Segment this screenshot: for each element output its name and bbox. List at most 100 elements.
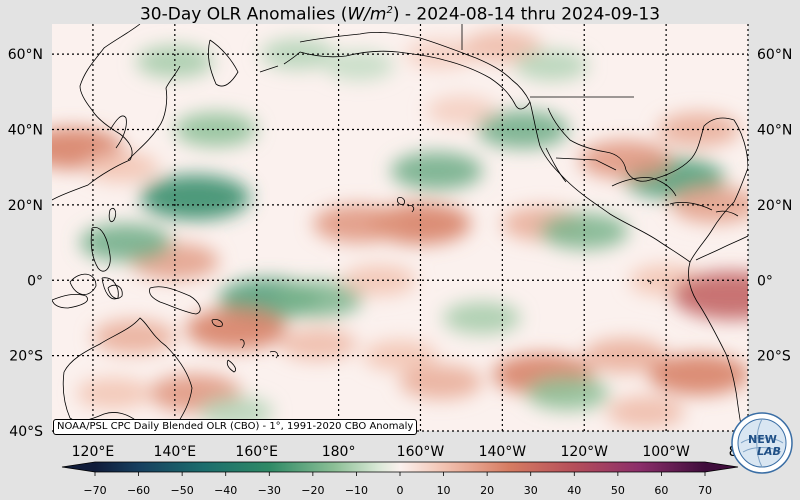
anomaly-patch (79, 223, 172, 262)
anomaly-patch (273, 280, 363, 318)
colorbar-tick-label: −70 (83, 484, 106, 497)
coastline-hawaii (397, 197, 415, 213)
coastline-taiwan (108, 207, 117, 223)
logo-globe-lines (740, 418, 784, 468)
lon-label: 140°W (479, 444, 527, 460)
colorbar-tick-label: 20 (480, 484, 494, 497)
anomaly-patch (672, 271, 748, 320)
colorbar-tick-label: −40 (214, 484, 237, 497)
coastline-cuba (669, 202, 713, 211)
anomaly-patch (313, 204, 406, 243)
lon-label: 120°E (72, 444, 115, 460)
anomaly-patch (92, 319, 176, 355)
anomaly-patch (671, 186, 748, 224)
coastline-east-asia (52, 24, 141, 201)
coastline-solomon (211, 319, 223, 327)
anomaly-patch (76, 377, 151, 409)
lon-label: 100°W (642, 444, 690, 460)
coastline-vanuatu (239, 339, 245, 349)
colorbar-tick-label: 10 (437, 484, 451, 497)
coastlines (52, 24, 748, 431)
lat-label: 0° (757, 273, 773, 289)
anomaly-patch (399, 364, 483, 400)
coastline-gulf-mexico (611, 177, 677, 197)
lon-label: 120°W (560, 444, 608, 460)
anomaly-patch (185, 308, 287, 350)
coastline-baja (545, 147, 567, 183)
lat-label: 60°N (757, 47, 792, 63)
lat-label: 40°N (757, 123, 792, 139)
map-title: 30-Day OLR Anomalies (W/m2) - 2024-08-14… (139, 4, 661, 25)
anomaly-patch (323, 50, 395, 81)
anomaly-patch (140, 174, 251, 220)
anomaly-patch (405, 39, 477, 69)
colorbar-tick-label: −50 (171, 484, 194, 497)
anomaly-patch (84, 151, 159, 183)
lat-label: 0° (27, 273, 43, 289)
coastline-new-guinea (149, 286, 201, 315)
coastline-south-america (688, 235, 748, 431)
colorbar-tick-label: −20 (301, 484, 324, 497)
colorbar-tick-label: 50 (611, 484, 625, 497)
anomaly-patch (526, 376, 610, 411)
coastline-japan (127, 65, 181, 161)
coastline-galapagos (647, 280, 652, 285)
anomaly-patch (136, 45, 214, 78)
coastline-philippines (90, 227, 111, 272)
anomaly-patch (443, 301, 521, 335)
colorbar-tick-label: 70 (698, 484, 712, 497)
coastline-fiji (269, 351, 278, 359)
lon-label: 160°E (235, 444, 278, 460)
colorbar: −70 −60 −50 −40 −30 −20 −10 0 10 20 30 40 50 60 70 (61, 461, 739, 497)
colorbar-tick-label: 40 (567, 484, 581, 497)
colorbar-tick-label: −10 (345, 484, 368, 497)
lat-label: 60°N (8, 47, 43, 63)
data-source-credit: NOAA/PSL CPC Daily Blended OLR (CBO) - 1… (53, 419, 418, 435)
colorbar-tick-label: −60 (127, 484, 150, 497)
colorbar-tick-label: 60 (654, 484, 668, 497)
coastline-indonesia-2 (69, 273, 97, 295)
colorbar-ticks: −70 −60 −50 −40 −30 −20 −10 0 10 20 30 40 50 60 70 (83, 472, 712, 497)
anomaly-patch (174, 112, 258, 147)
anomaly-patch (540, 212, 629, 250)
lat-label: 20°S (9, 349, 43, 365)
coastline-indonesia-3 (107, 284, 123, 299)
coastline-hispaniola (715, 210, 739, 217)
lat-label: 40°N (8, 123, 43, 139)
lat-label: 20°N (757, 198, 792, 214)
logo-text-bottom: LAB (757, 445, 781, 458)
logo-text-top: NEW (748, 433, 777, 446)
coastline-indonesia-1 (52, 293, 88, 309)
colorbar-tick-label: −30 (258, 484, 281, 497)
colorbar-tick-label: 30 (524, 484, 538, 497)
anomaly-patch (606, 395, 685, 429)
anomaly-patch (648, 353, 748, 396)
lon-label: 140°E (154, 444, 197, 460)
lon-label: 160°W (397, 444, 445, 460)
nev-lab-logo: NEW LAB (731, 412, 793, 474)
colorbar-arrow-left (62, 462, 95, 472)
coastline-korea (109, 115, 127, 149)
anomaly-patch (390, 151, 483, 190)
coastline-kamchatka (208, 39, 239, 87)
coastline-alaska (299, 31, 531, 110)
anomaly-patch (514, 49, 589, 81)
border-usa-mexico (555, 157, 617, 171)
lon-label: 180° (322, 444, 356, 460)
lon-labels: 120°E140°E160°E180°160°W140°W120°W100°W8… (72, 444, 768, 460)
colorbar-tick-label: 0 (397, 484, 404, 497)
anomaly-patch (363, 340, 437, 372)
lat-label: 40°S (9, 424, 43, 440)
anomaly-patch (279, 328, 357, 361)
coastline-new-caledonia (226, 359, 236, 373)
colorbar-gradient (95, 462, 705, 472)
anomaly-patch (342, 264, 417, 296)
anomaly-patch (583, 338, 667, 373)
lat-label: 20°N (8, 198, 43, 214)
lat-label: 20°S (757, 349, 791, 365)
anomaly-patch (426, 95, 497, 126)
colorbar-arrow-right (705, 462, 738, 472)
anomaly-patch (579, 140, 672, 179)
coastline-aleutians (259, 51, 301, 73)
